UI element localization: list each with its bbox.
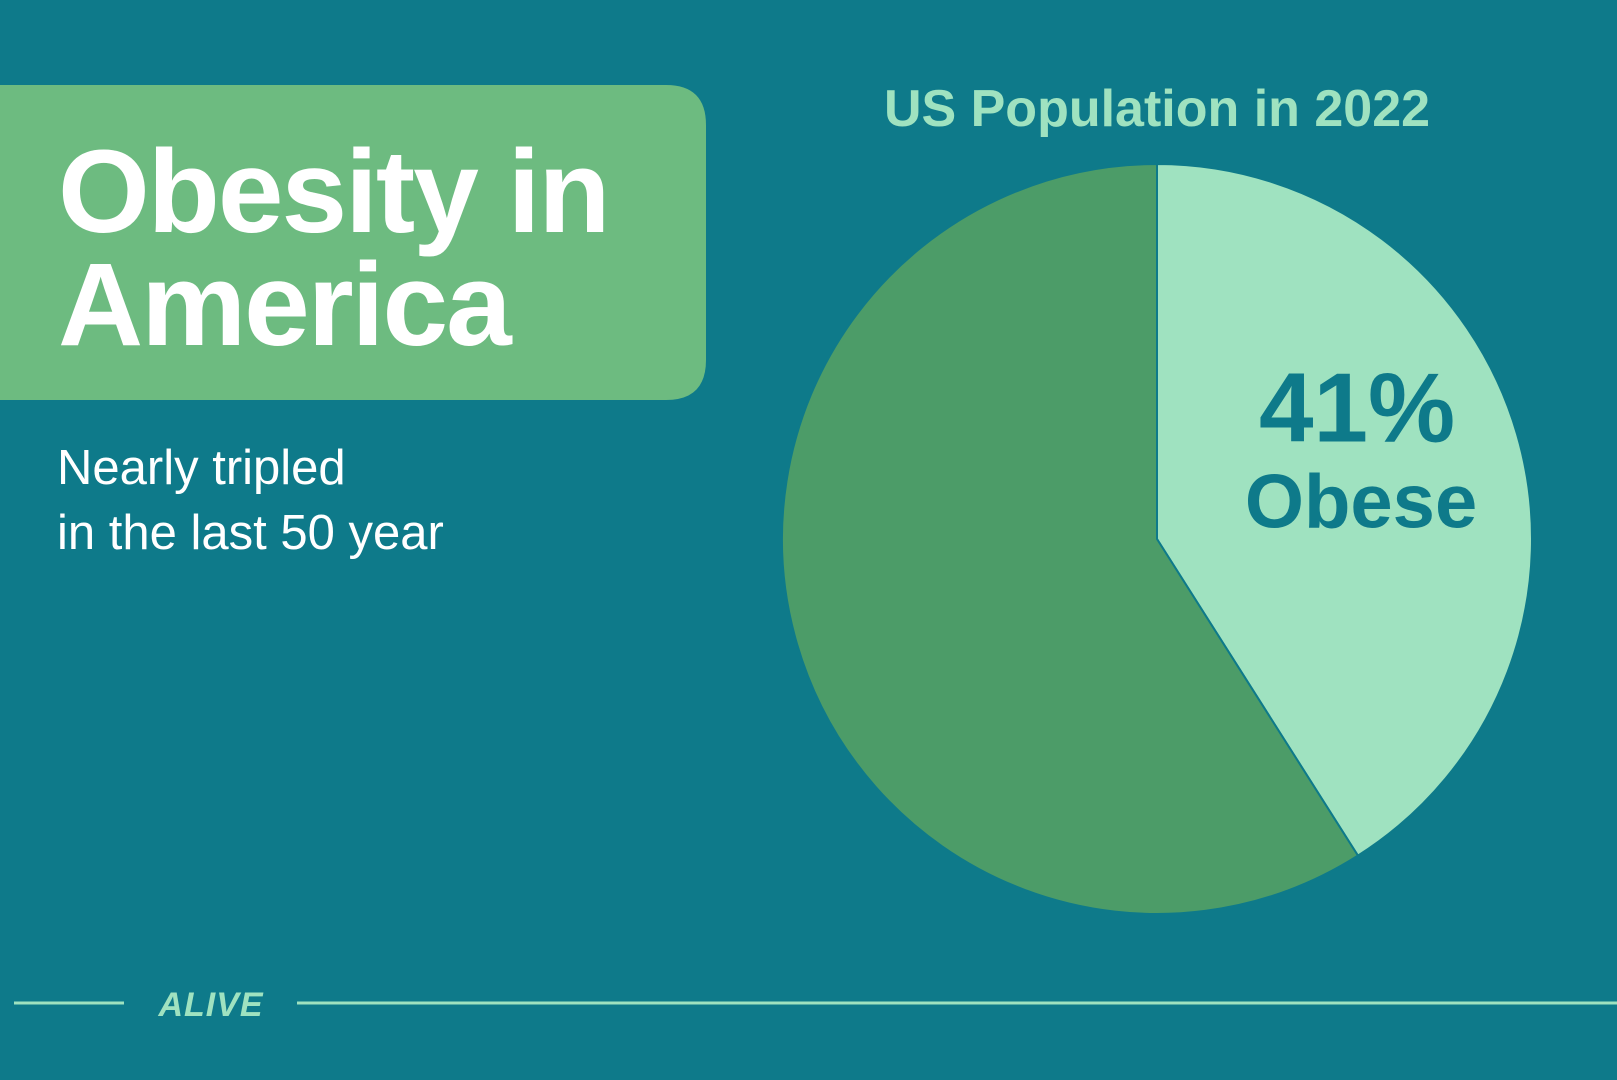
subtitle-line: Nearly tripled	[57, 441, 346, 495]
value-label: 41%	[1259, 353, 1455, 463]
title-line: America	[58, 239, 513, 371]
subtitle-line: in the last 50 year	[57, 506, 444, 560]
pie-slice	[781, 162, 1360, 915]
pie-chart: 41%Obese	[781, 162, 1533, 915]
chart-title: US Population in 2022	[884, 80, 1430, 138]
title-box	[0, 85, 706, 400]
title-line: Obesity in	[58, 126, 608, 258]
pie-slice	[1156, 162, 1533, 858]
slice-label: Obese	[1245, 460, 1477, 545]
brand-logo: ALIVE	[157, 986, 263, 1024]
